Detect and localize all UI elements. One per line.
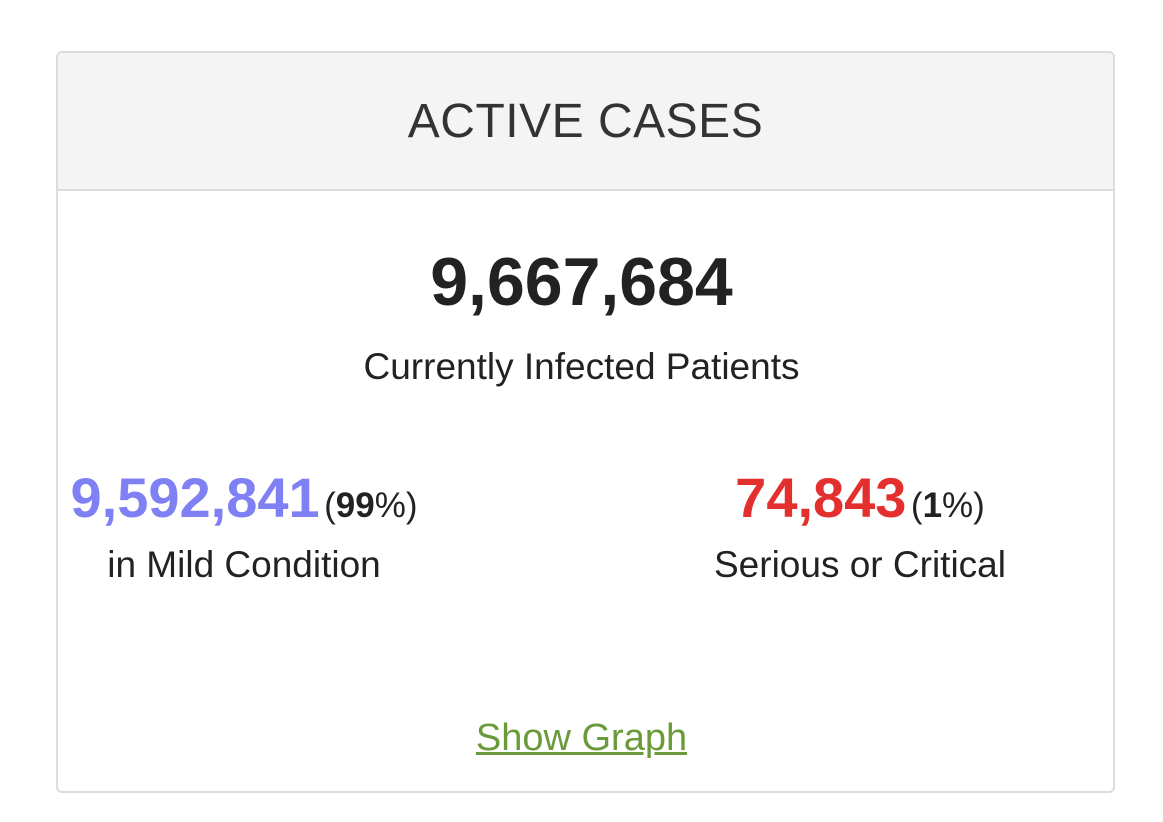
panel-title: ACTIVE CASES	[407, 94, 764, 148]
mild-condition-value: 9,592,841	[70, 466, 320, 529]
show-graph-container: Show Graph	[0, 719, 1163, 757]
mild-condition-percent: (99%)	[324, 486, 418, 525]
active-cases-panel: ACTIVE CASES	[56, 51, 1115, 793]
show-graph-link[interactable]: Show Graph	[475, 717, 688, 759]
serious-critical-value: 74,843	[735, 466, 907, 529]
serious-critical-label: Serious or Critical	[714, 544, 1006, 585]
total-active-cases-label: Currently Infected Patients	[363, 346, 800, 387]
serious-critical-stat: 74,843 (1%) Serious or Critical	[700, 470, 1020, 585]
serious-critical-percent: (1%)	[910, 486, 985, 525]
mild-condition-stat: 9,592,841 (99%) in Mild Condition	[44, 470, 444, 585]
mild-condition-label: in Mild Condition	[107, 544, 381, 585]
panel-header: ACTIVE CASES	[58, 53, 1113, 191]
total-active-cases-value: 9,667,684	[430, 244, 733, 320]
